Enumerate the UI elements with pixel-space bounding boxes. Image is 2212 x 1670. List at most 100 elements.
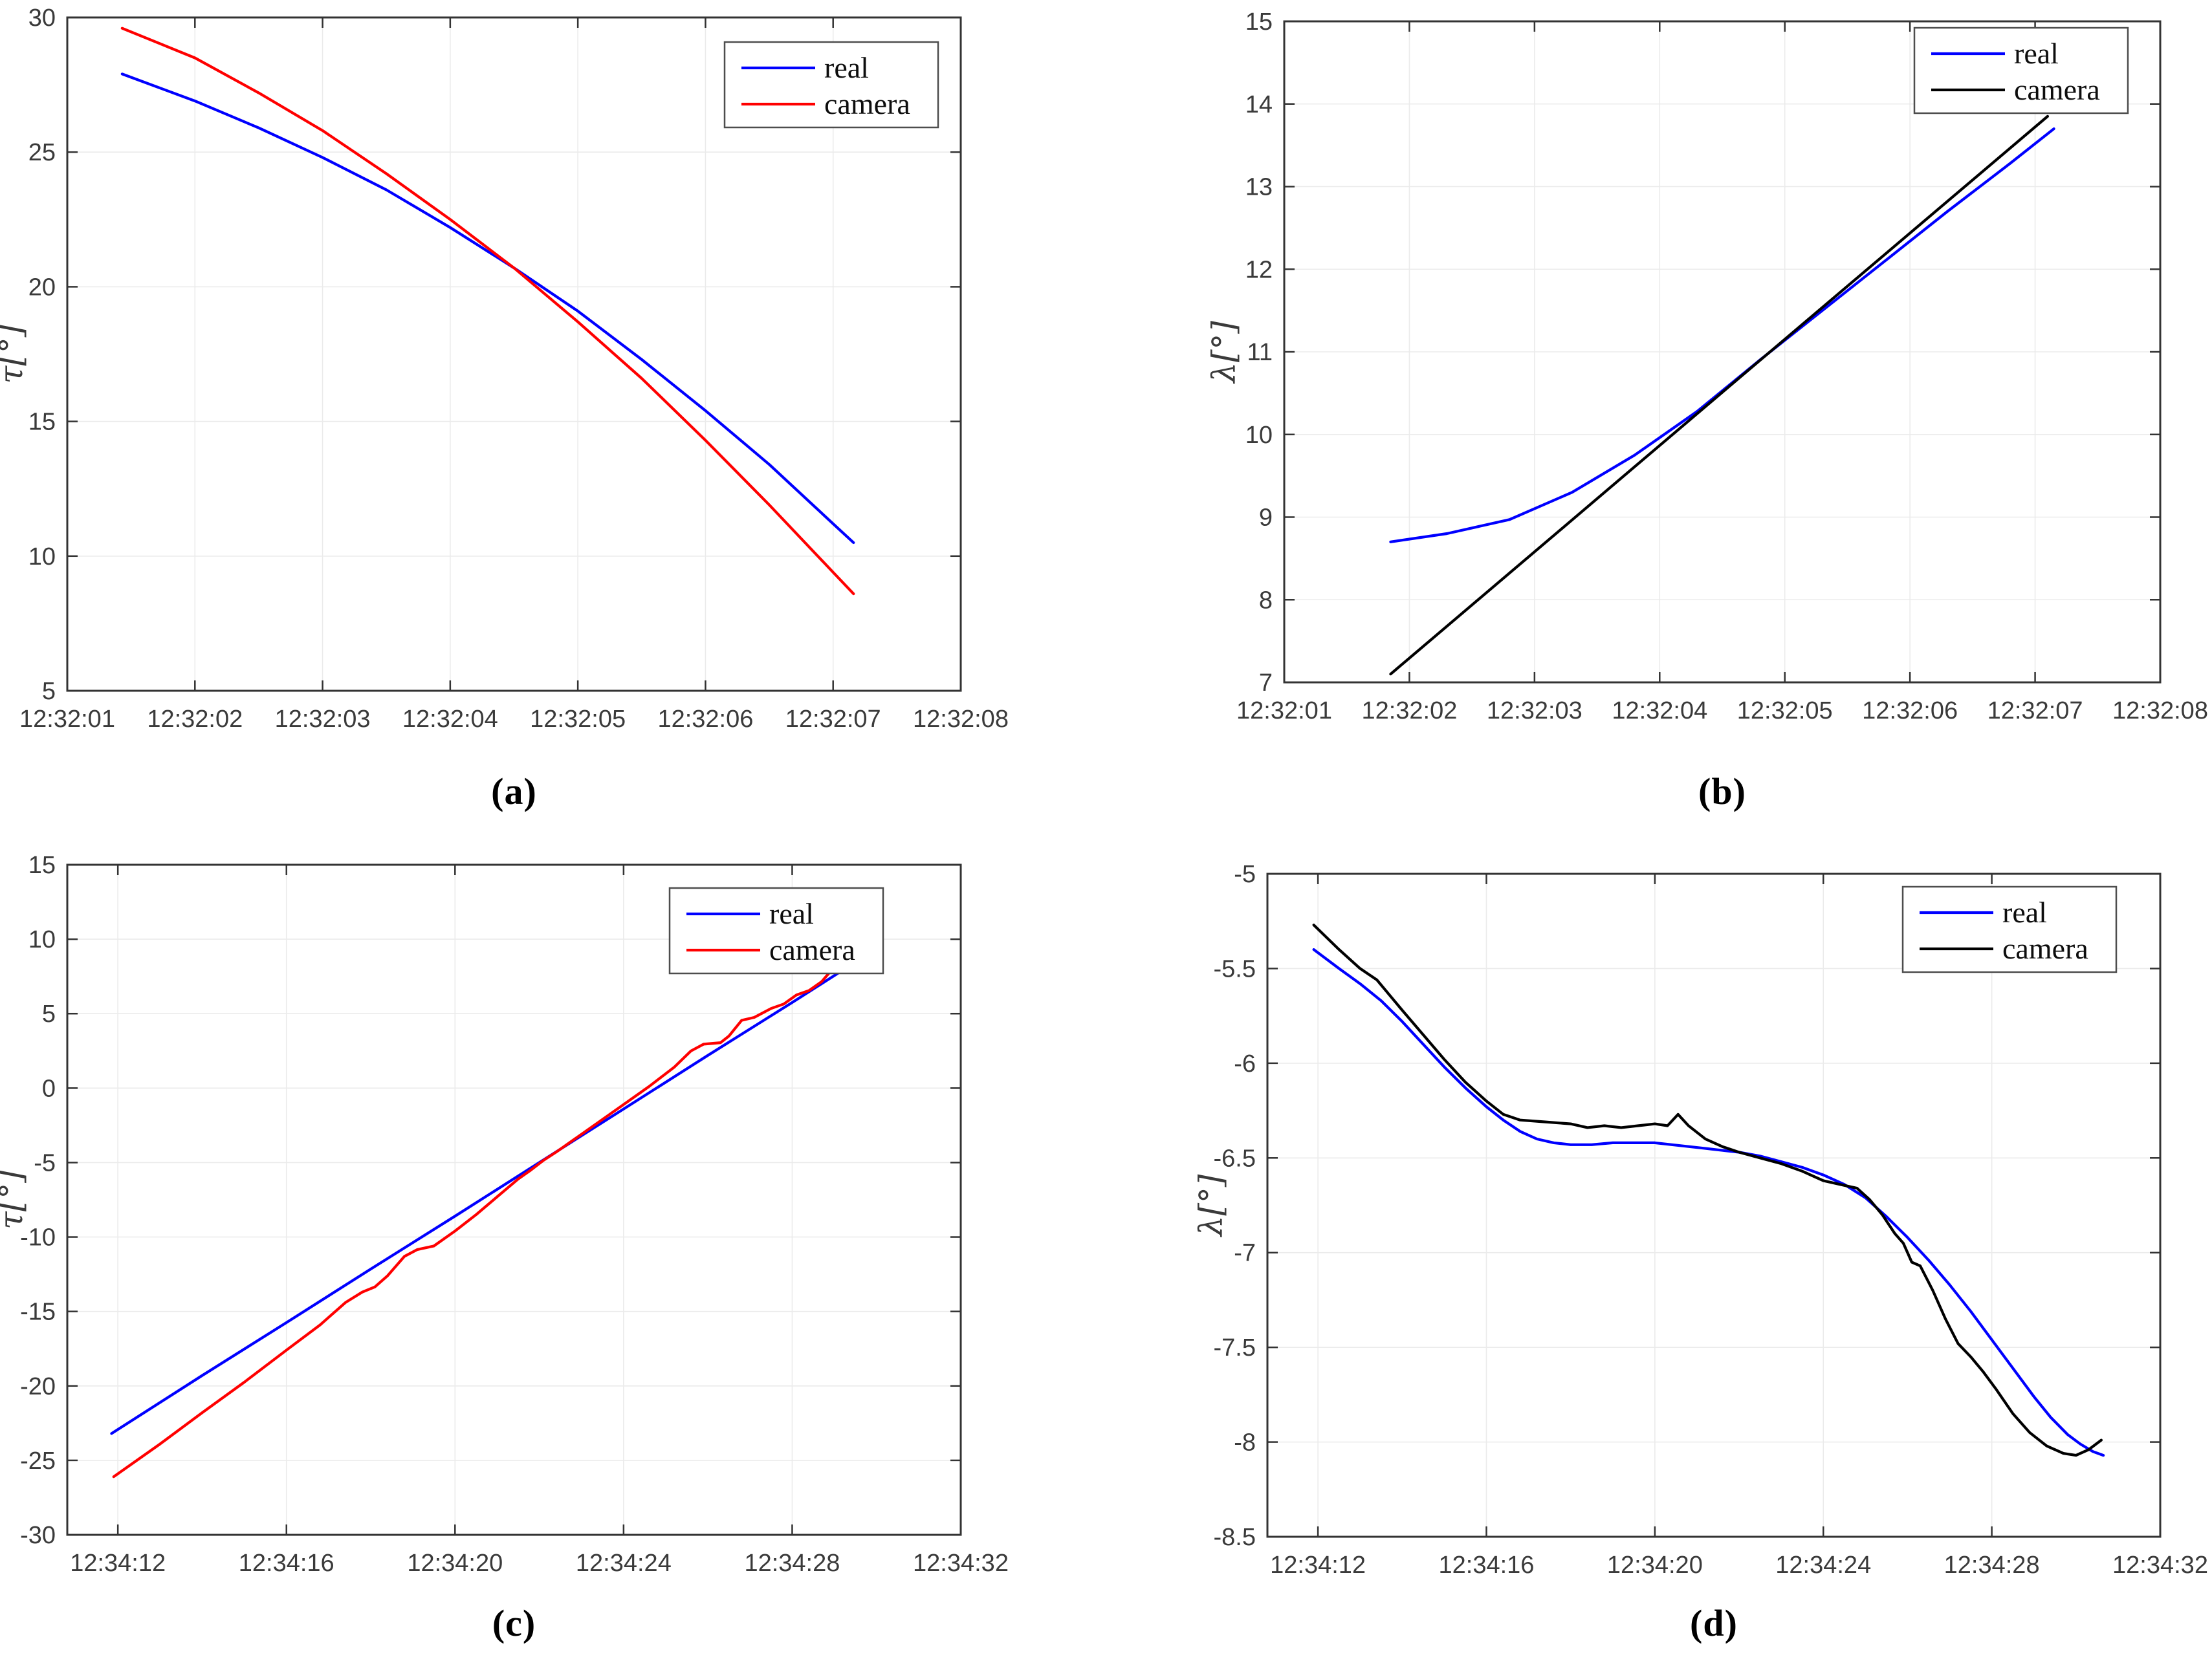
y-tick-label: 0 [42, 1075, 56, 1102]
y-tick-label: -30 [20, 1522, 56, 1549]
x-tick-label: 12:34:28 [744, 1550, 840, 1577]
series-line-camera [1312, 924, 2103, 1457]
y-tick-label: 15 [28, 409, 56, 436]
y-tick-label: 15 [28, 852, 56, 879]
legend-label: camera [769, 933, 855, 966]
series-line-real [110, 966, 849, 1435]
legend-label: real [2002, 896, 2047, 929]
y-tick-label: 5 [42, 678, 56, 705]
x-tick-label: 12:34:20 [407, 1550, 503, 1577]
y-tick-label: -6 [1234, 1050, 1256, 1078]
x-tick-label: 12:32:06 [657, 706, 753, 733]
y-tick-label: -5 [34, 1149, 56, 1177]
y-tick-label: -5.5 [1214, 955, 1256, 982]
x-tick-label: 12:34:20 [1607, 1552, 1703, 1579]
plot-border [1266, 873, 2162, 1538]
y-tick-label: -6.5 [1214, 1145, 1256, 1172]
x-tick-label: 12:34:24 [1775, 1552, 1871, 1579]
x-tick-label: 12:34:12 [1270, 1552, 1366, 1579]
y-tick-label: 8 [1259, 587, 1273, 614]
y-tick-label: -25 [20, 1448, 56, 1475]
y-axis-label: λ[°] [1205, 321, 1243, 384]
legend-label: real [824, 51, 869, 84]
caption-c: (c) [492, 1602, 536, 1644]
series-line-camera [120, 27, 855, 596]
y-tick-label: 5 [42, 1001, 56, 1028]
y-tick-label: 30 [28, 5, 56, 32]
panel-a: 12:32:01 12:32:02 12:32:03 12:32:04 12:32:05… [0, 0, 1106, 835]
y-tick-label: 14 [1245, 91, 1273, 118]
x-tick-label: 12:32:02 [1361, 697, 1457, 724]
x-tick-label: 12:32:05 [530, 706, 626, 733]
x-tick-label: 12:34:32 [913, 1550, 1009, 1577]
y-tick-label: -7.5 [1214, 1334, 1256, 1361]
y-tick-label: 10 [1245, 422, 1273, 449]
caption-b: (b) [1698, 770, 1746, 812]
series-line-real [1312, 948, 2105, 1457]
y-tick-label: -5 [1234, 861, 1256, 888]
plot-border [66, 863, 962, 1536]
panel-d: 12:34:12 12:34:16 12:34:20 12:34:24 12:34:28… [1106, 835, 2212, 1670]
y-tick-label: 12 [1245, 256, 1273, 283]
x-tick-label: 12:34:16 [1439, 1552, 1535, 1579]
y-tick-label: -10 [20, 1224, 56, 1252]
y-tick-label: 10 [28, 543, 56, 570]
legend-label: camera [2014, 73, 2100, 106]
x-tick-label: 12:34:12 [70, 1550, 166, 1577]
x-tick-label: 12:34:16 [239, 1550, 334, 1577]
legend-box [668, 887, 884, 975]
y-tick-label: 15 [1245, 8, 1273, 36]
x-tick-label: 12:32:08 [2112, 697, 2208, 724]
x-tick-label: 12:32:03 [1487, 697, 1582, 724]
series-line-camera [112, 963, 838, 1479]
y-tick-label: -20 [20, 1373, 56, 1400]
y-tick-label: 11 [1247, 339, 1273, 366]
y-tick-label: 10 [28, 926, 56, 953]
y-tick-label: 25 [28, 139, 56, 166]
x-tick-label: 12:32:07 [1988, 697, 2083, 724]
panel-b: 12:32:01 12:32:02 12:32:03 12:32:04 12:32:05… [1106, 0, 2212, 835]
legend-box [1901, 885, 2118, 973]
y-tick-label: 13 [1245, 174, 1273, 201]
x-tick-label: 12:32:08 [913, 706, 1009, 733]
legend-label: camera [824, 87, 910, 120]
x-tick-label: 12:32:07 [785, 706, 881, 733]
series-line-camera [1389, 114, 2050, 676]
legend-label: real [769, 897, 814, 930]
x-tick-label: 12:32:05 [1737, 697, 1833, 724]
series-line-real [120, 72, 855, 545]
y-tick-label: 20 [28, 274, 56, 301]
x-tick-label: 12:34:24 [576, 1550, 672, 1577]
y-tick-label: 7 [1259, 669, 1273, 697]
y-tick-label: -7 [1234, 1240, 1256, 1267]
chart-b: 12:32:01 12:32:02 12:32:03 12:32:04 12:32:05… [1205, 8, 2208, 724]
caption-a: (a) [491, 770, 537, 812]
y-tick-label: -8.5 [1214, 1524, 1256, 1551]
x-tick-label: 12:32:04 [402, 706, 498, 733]
x-tick-label: 12:32:04 [1612, 697, 1707, 724]
y-axis-label: λ[°] [1192, 1174, 1230, 1237]
legend-label: camera [2002, 932, 2088, 965]
x-tick-label: 12:32:03 [275, 706, 371, 733]
legend-box [723, 41, 939, 129]
chart-a: 12:32:01 12:32:02 12:32:03 12:32:04 12:32:05… [0, 5, 1009, 733]
x-tick-label: 12:34:28 [1944, 1552, 2040, 1579]
x-tick-label: 12:32:06 [1862, 697, 1958, 724]
chart-c: 12:34:12 12:34:16 12:34:20 12:34:24 12:34:28… [0, 852, 1009, 1577]
panel-c: 12:34:12 12:34:16 12:34:20 12:34:24 12:34:28… [0, 835, 1106, 1670]
legend-box [1913, 27, 2129, 114]
chart-d: 12:34:12 12:34:16 12:34:20 12:34:24 12:34:28… [1192, 861, 2208, 1579]
x-tick-label: 12:32:01 [19, 706, 115, 733]
y-axis-label: τ[°] [0, 324, 30, 384]
x-tick-label: 12:34:32 [2112, 1552, 2208, 1579]
caption-d: (d) [1690, 1602, 1738, 1644]
series-line-real [1389, 127, 2055, 543]
y-tick-label: -8 [1234, 1429, 1256, 1457]
x-tick-label: 12:32:01 [1236, 697, 1332, 724]
y-tick-label: 9 [1259, 504, 1273, 532]
